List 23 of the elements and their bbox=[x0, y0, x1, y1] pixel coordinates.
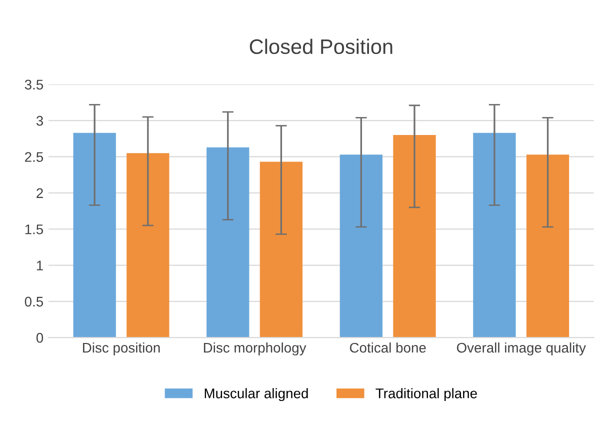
y-tick-label: 0 bbox=[36, 332, 44, 343]
x-tick-label: Overall image quality bbox=[456, 342, 586, 356]
x-tick-label: Cotical bone bbox=[350, 342, 426, 353]
bar bbox=[526, 154, 570, 338]
bar bbox=[393, 135, 436, 338]
bar bbox=[73, 132, 116, 338]
bar bbox=[260, 162, 303, 338]
bar bbox=[206, 147, 250, 338]
legend-label: Muscular aligned bbox=[204, 388, 308, 402]
x-tick-label: Disc position bbox=[83, 342, 160, 356]
bar bbox=[126, 153, 170, 338]
chart-title: Closed Position bbox=[250, 38, 392, 54]
y-tick-label: 3.5 bbox=[24, 80, 44, 90]
bar bbox=[340, 154, 382, 338]
y-tick-label: 3 bbox=[36, 116, 44, 126]
legend-label: Traditional plane bbox=[376, 388, 477, 402]
y-tick-label: 1.5 bbox=[25, 224, 44, 234]
y-tick-label: 2 bbox=[36, 188, 43, 198]
y-tick-label: 2.5 bbox=[25, 152, 44, 162]
x-tick-label: Disc morphology bbox=[204, 342, 306, 356]
y-tick-label: 0.5 bbox=[24, 296, 44, 307]
bar bbox=[473, 132, 516, 338]
y-tick-label: 1 bbox=[36, 260, 43, 270]
